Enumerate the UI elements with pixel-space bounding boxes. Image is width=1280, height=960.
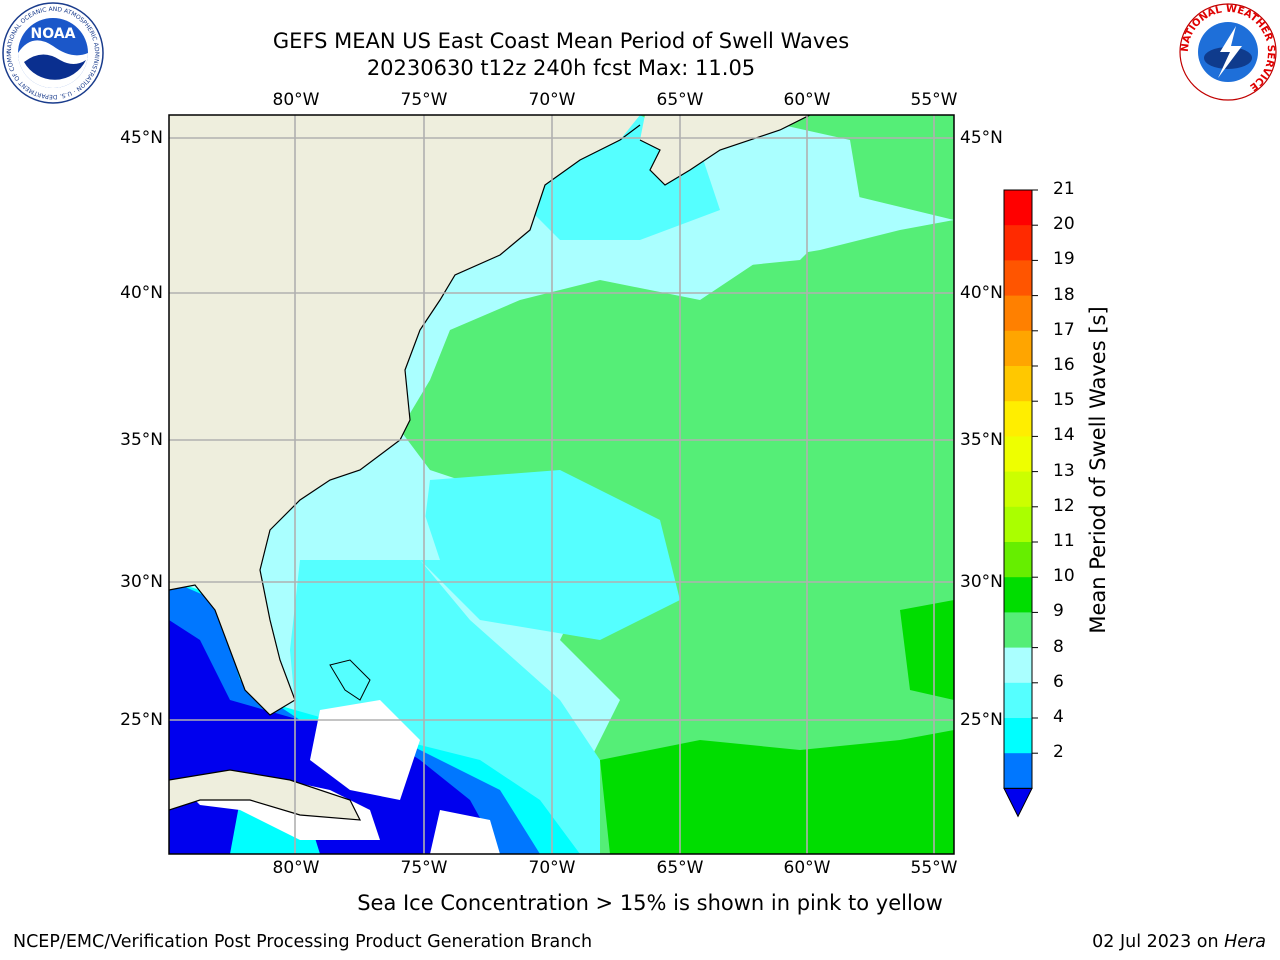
lat-label-left: 30°N bbox=[120, 572, 163, 592]
svg-text:NOAA: NOAA bbox=[31, 26, 76, 42]
lat-label-left: 25°N bbox=[120, 710, 163, 730]
colorbar-tick-label: 12 bbox=[1053, 495, 1075, 516]
lon-label-top: 55°W bbox=[910, 90, 958, 110]
colorbar-tick-label: 15 bbox=[1053, 390, 1075, 411]
lon-label-top: 75°W bbox=[400, 90, 448, 110]
colorbar-swatch bbox=[1004, 612, 1032, 649]
colorbar-tick-label: 20 bbox=[1053, 214, 1075, 235]
lon-label-top: 80°W bbox=[272, 90, 320, 110]
colorbar-swatch bbox=[1004, 718, 1032, 754]
colorbar-swatch bbox=[1004, 506, 1032, 543]
chart-title: GEFS MEAN US East Coast Mean Period of S… bbox=[272, 29, 850, 53]
footer-credit: NCEP/EMC/Verification Post Processing Pr… bbox=[13, 932, 593, 952]
lon-label-top: 70°W bbox=[528, 90, 576, 110]
colorbar-arrow bbox=[1003, 787, 1033, 818]
colorbar-tick-label: 11 bbox=[1053, 531, 1075, 551]
colorbar-swatch bbox=[1004, 542, 1032, 578]
colorbar-swatch bbox=[1004, 647, 1032, 684]
lon-label-top: 60°W bbox=[783, 90, 831, 110]
lon-label-bottom: 65°W bbox=[656, 858, 704, 878]
colorbar-tick-label: 2 bbox=[1053, 742, 1064, 763]
lon-label-bottom: 55°W bbox=[910, 858, 958, 878]
lon-label-bottom: 75°W bbox=[400, 858, 448, 878]
lon-label-bottom: 80°W bbox=[272, 858, 320, 878]
footer-machine: Hera bbox=[1224, 932, 1266, 952]
lat-label-left: 45°N bbox=[120, 128, 163, 148]
footer-date: 02 Jul 2023 on Hera bbox=[1092, 932, 1266, 952]
colorbar-tick-label: 9 bbox=[1053, 601, 1064, 622]
map-fields bbox=[169, 115, 954, 854]
lon-label-bottom: 70°W bbox=[528, 858, 576, 878]
colorbar bbox=[1003, 189, 1038, 818]
colorbar-swatch bbox=[1004, 436, 1032, 473]
colorbar-frame bbox=[1003, 189, 1033, 789]
colorbar-swatch bbox=[1004, 366, 1032, 402]
noaa-logo: NATIONAL OCEANIC AND ATMOSPHERIC ADMINIS… bbox=[0, 0, 104, 104]
colorbar-swatch bbox=[1004, 260, 1032, 297]
colorbar-swatch bbox=[1004, 330, 1032, 367]
lat-label-right: 35°N bbox=[960, 430, 1003, 450]
gridlines bbox=[169, 115, 954, 854]
map-frame bbox=[168, 114, 955, 855]
colorbar-tick-label: 16 bbox=[1053, 355, 1075, 375]
colorbar-swatch bbox=[1004, 471, 1032, 508]
colorbar-tick-label: 8 bbox=[1053, 636, 1064, 657]
colorbar-swatch bbox=[1004, 682, 1032, 719]
nws-logo: NATIONAL WEATHER SERVICE bbox=[1178, 2, 1278, 102]
colorbar-tick-label: 18 bbox=[1053, 284, 1075, 305]
lat-label-right: 30°N bbox=[960, 572, 1003, 592]
caption: Sea Ice Concentration > 15% is shown in … bbox=[357, 891, 943, 915]
footer-date-text: 02 Jul 2023 on bbox=[1092, 932, 1219, 952]
colorbar-tick-label: 4 bbox=[1053, 707, 1064, 727]
colorbar-title: Mean Period of Swell Waves [s] bbox=[1086, 306, 1110, 634]
lat-label-left: 35°N bbox=[120, 430, 163, 450]
colorbar-swatch bbox=[1004, 225, 1032, 261]
colorbar-tick-label: 14 bbox=[1053, 425, 1075, 446]
colorbar-tick-label: 13 bbox=[1053, 460, 1075, 481]
chart-subtitle: 20230630 t12z 240h fcst Max: 11.05 bbox=[366, 56, 756, 80]
colorbar-swatch bbox=[1004, 753, 1032, 789]
colorbar-tick-label: 10 bbox=[1053, 566, 1075, 587]
colorbar-tick-label: 19 bbox=[1053, 249, 1075, 270]
colorbar-swatch bbox=[1004, 401, 1032, 437]
lat-label-right: 45°N bbox=[960, 128, 1003, 148]
lat-label-right: 25°N bbox=[960, 710, 1003, 730]
colorbar-tick-label: 21 bbox=[1053, 179, 1075, 199]
lat-label-left: 40°N bbox=[120, 283, 163, 303]
colorbar-swatch bbox=[1004, 190, 1032, 226]
colorbar-swatch bbox=[1004, 577, 1032, 613]
colorbar-swatch bbox=[1004, 295, 1032, 332]
colorbar-tick-label: 17 bbox=[1053, 319, 1075, 340]
lon-label-bottom: 60°W bbox=[783, 858, 831, 878]
lat-label-right: 40°N bbox=[960, 283, 1003, 303]
lon-label-top: 65°W bbox=[656, 90, 704, 110]
colorbar-tick-label: 6 bbox=[1053, 671, 1064, 692]
